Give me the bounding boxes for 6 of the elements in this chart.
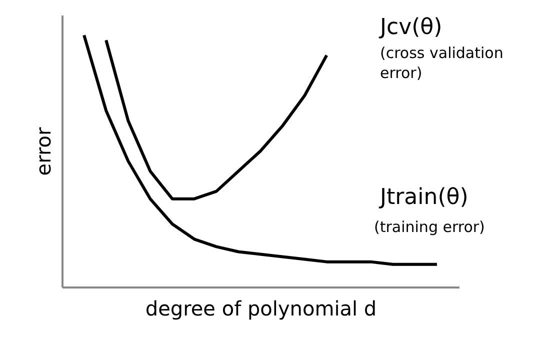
x-axis-title: degree of polynomial d <box>145 296 377 320</box>
y-axis-title: error <box>32 126 56 176</box>
annotation: Jcv(θ) <box>378 15 442 40</box>
annotation: (training error) <box>374 218 485 236</box>
annotation: Jtrain(θ) <box>378 185 468 210</box>
annotation: (cross validation error) <box>380 44 504 82</box>
